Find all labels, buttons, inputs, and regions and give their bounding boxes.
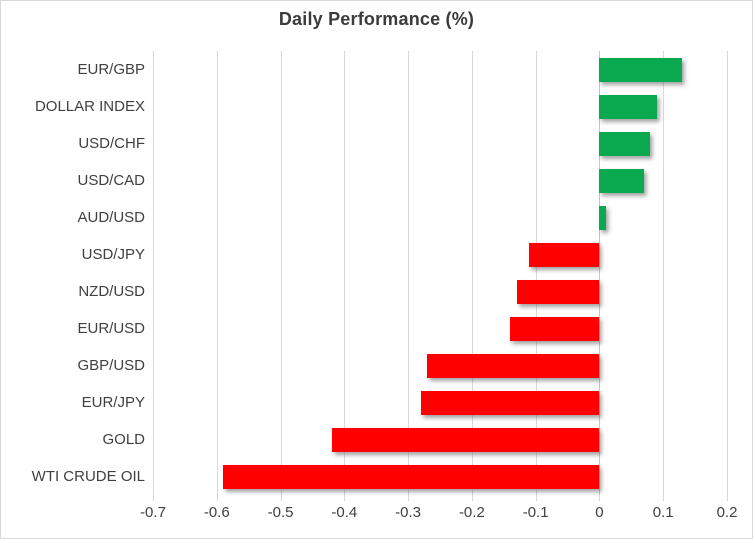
chart-title: Daily Performance (%) (278, 9, 475, 29)
gridline (344, 51, 346, 495)
bar-eur-jpy (420, 390, 600, 415)
category-label: EUR/GBP (77, 61, 145, 78)
bar-aud-usd (599, 205, 606, 230)
tick-mark (280, 495, 282, 501)
x-tick-label: -0.1 (522, 504, 549, 521)
tick-mark (344, 495, 346, 501)
x-tick-label: 0.1 (652, 504, 674, 521)
x-tick-label: 0.2 (716, 504, 738, 521)
x-tick-label: -0.3 (395, 504, 422, 521)
tick-mark (216, 495, 218, 501)
tick-mark (599, 495, 601, 501)
category-label: USD/CAD (77, 172, 145, 189)
bar-dollar-index (599, 94, 657, 119)
tick-mark (153, 495, 154, 501)
gridline (280, 51, 282, 495)
x-tick-label: -0.5 (267, 504, 294, 521)
category-label: EUR/JPY (81, 394, 145, 411)
x-tick-label: -0.2 (458, 504, 485, 521)
bar-usd-chf (599, 131, 651, 156)
category-label: EUR/USD (77, 320, 145, 337)
gridline (535, 51, 537, 495)
gridline (408, 51, 410, 495)
tick-mark (535, 495, 537, 501)
category-label: AUD/USD (77, 209, 145, 226)
plot-area (153, 51, 728, 501)
x-tick-label: -0.6 (203, 504, 230, 521)
gridline (663, 51, 665, 495)
gridline (471, 51, 473, 495)
bar-gold (331, 427, 600, 452)
bar-usd-jpy (529, 242, 600, 267)
x-tick-label: -0.7 (140, 504, 166, 521)
category-label: NZD/USD (78, 283, 145, 300)
category-label: WTI CRUDE OIL (31, 468, 145, 485)
tick-mark (663, 495, 665, 501)
category-label: USD/CHF (78, 135, 145, 152)
category-label: DOLLAR INDEX (34, 98, 145, 115)
bar-nzd-usd (516, 279, 600, 304)
gridline (727, 51, 728, 495)
zero-axis-line (599, 51, 601, 495)
bar-usd-cad (599, 168, 645, 193)
gridline (216, 51, 218, 495)
bar-eur-gbp (599, 57, 683, 82)
bar-eur-usd (510, 316, 600, 341)
category-label: USD/JPY (81, 246, 145, 263)
bar-wti-crude-oil (223, 464, 600, 489)
x-tick-label: 0 (595, 504, 604, 521)
tick-mark (727, 495, 728, 501)
category-label: GBP/USD (77, 357, 145, 374)
bar-gbp-usd (427, 353, 600, 378)
x-tick-label: -0.4 (331, 504, 358, 521)
gridline (153, 51, 154, 495)
category-label: GOLD (102, 431, 145, 448)
tick-mark (408, 495, 410, 501)
tick-mark (471, 495, 473, 501)
